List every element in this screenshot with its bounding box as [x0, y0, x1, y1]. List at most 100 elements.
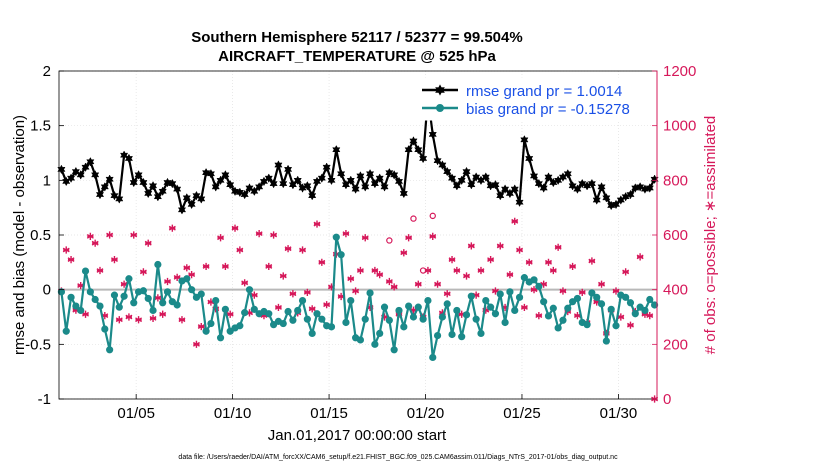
obs-assimilated-marker: [569, 262, 577, 271]
rmse-point: [163, 177, 172, 188]
obs-assimilated-marker: [496, 242, 504, 250]
bias-point: [400, 323, 408, 331]
bias-point: [144, 294, 152, 303]
x-tick-label: 01/20: [407, 405, 445, 422]
obs-assimilated-marker: [414, 280, 422, 288]
rmse-point: [139, 177, 148, 188]
bias-point: [569, 298, 577, 306]
bias-point: [106, 346, 114, 354]
rmse-point: [529, 171, 539, 181]
chart-title: Southern Hemisphere 52117 / 52377 = 99.5…: [191, 29, 522, 46]
bias-point: [583, 321, 591, 329]
obs-assimilated-marker: [289, 290, 297, 298]
rmse-point: [105, 174, 114, 184]
bias-point: [602, 337, 610, 345]
bias-point: [101, 325, 109, 333]
bias-point: [597, 300, 606, 308]
y2-tick-label: 800: [663, 172, 688, 189]
y-tick-label: 1.5: [30, 118, 51, 135]
obs-assimilated-marker: [323, 301, 331, 309]
y2-tick-label: 0: [663, 391, 671, 408]
rmse-point: [563, 169, 572, 179]
obs-assimilated-marker: [149, 314, 157, 322]
rmse-point: [626, 189, 635, 200]
rmse-point: [510, 184, 519, 194]
bias-point: [81, 267, 90, 275]
rmse-point: [365, 169, 375, 179]
obs-assimilated-marker: [400, 249, 408, 257]
obs-assimilated-marker: [202, 262, 210, 271]
obs-possible-marker: [419, 267, 427, 274]
obs-assimilated-marker: [448, 256, 456, 264]
rmse-point: [235, 187, 244, 198]
bias-point: [57, 288, 66, 296]
obs-assimilated-marker: [347, 275, 355, 283]
obs-assimilated-marker: [554, 243, 562, 251]
y-tick-label: 0.5: [30, 227, 51, 244]
rmse-point: [578, 178, 587, 189]
obs-assimilated-marker: [549, 266, 557, 275]
bias-point: [429, 353, 437, 362]
bias-point: [467, 292, 475, 300]
obs-assimilated-marker: [545, 258, 552, 266]
rmse-point: [419, 153, 428, 164]
obs-assimilated-marker: [101, 312, 109, 320]
obs-assimilated-marker: [318, 258, 326, 266]
obs-assimilated-marker: [617, 313, 625, 321]
rmse-point: [192, 190, 201, 201]
rmse-point: [283, 164, 293, 175]
obs-assimilated-marker: [164, 277, 171, 286]
rmse-point: [447, 173, 457, 183]
legend-bias-label: bias grand pr = -0.15278: [466, 101, 630, 118]
obs-assimilated-marker: [328, 283, 335, 291]
rmse-point: [390, 170, 399, 180]
bias-point: [631, 310, 639, 318]
rmse-point: [308, 190, 317, 201]
bias-point: [395, 306, 403, 315]
legend-bias-marker: [436, 104, 444, 112]
data-file-footnote: data file: /Users/raeder/DAI/ATM_forcXX/…: [178, 454, 618, 461]
obs-assimilated-marker: [255, 230, 263, 238]
obs-assimilated-marker: [192, 340, 200, 348]
bias-point: [327, 323, 336, 331]
obs-assimilated-marker: [381, 313, 388, 321]
obs-assimilated-marker: [207, 298, 215, 306]
obs-assimilated-marker: [168, 224, 176, 232]
bias-point: [197, 290, 205, 298]
rmse-point: [57, 164, 66, 175]
obs-assimilated-marker: [467, 242, 475, 250]
rmse-point: [409, 136, 418, 146]
bias-point: [361, 315, 369, 323]
bias-point: [462, 311, 471, 319]
rmse-point: [491, 179, 500, 190]
obs-assimilated-marker: [646, 312, 654, 320]
obs-assimilated-marker: [641, 310, 649, 318]
obs-assimilated-marker: [390, 283, 398, 291]
bias-point: [110, 291, 119, 299]
bias-point: [212, 297, 220, 305]
bias-point: [62, 327, 70, 335]
bias-point: [91, 295, 99, 304]
obs-assimilated-marker: [173, 273, 181, 281]
rmse-point: [221, 170, 230, 180]
bias-point: [376, 329, 384, 337]
bias-point: [438, 313, 446, 321]
rmse-point: [467, 179, 476, 190]
y-tick-label: -0.5: [25, 336, 51, 353]
bias-point: [173, 301, 181, 309]
rmse-point: [245, 183, 254, 193]
obs-assimilated-marker: [506, 271, 514, 279]
obs-assimilated-marker: [366, 303, 374, 312]
obs-assimilated-marker: [578, 288, 586, 296]
rmse-point: [240, 189, 249, 200]
obs-assimilated-marker: [265, 262, 273, 271]
rmse-point: [100, 182, 109, 192]
bias-point: [289, 316, 297, 324]
bias-point: [487, 303, 495, 311]
obs-assimilated-marker: [231, 224, 239, 232]
obs-assimilated-marker: [573, 312, 581, 320]
obs-assimilated-marker: [477, 266, 485, 275]
bias-point: [250, 305, 258, 313]
obs-possible-marker: [410, 215, 417, 222]
